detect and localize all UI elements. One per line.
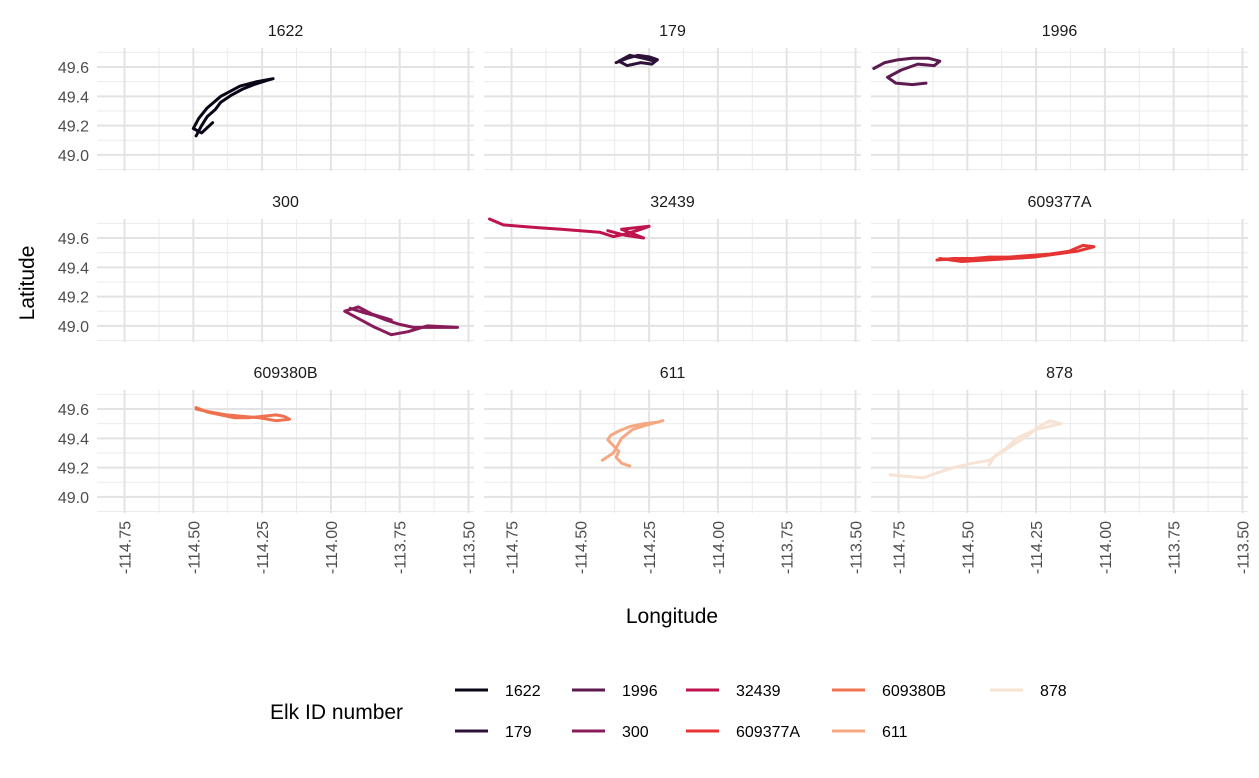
facet-panel-1622: 1622 [97,23,474,171]
x-tick-label: -114.75 [892,521,909,574]
x-tick-label: -114.75 [505,521,522,574]
x-tick-label: -114.00 [1098,521,1115,574]
track-300 [343,305,459,337]
legend-item-878: 878 [990,683,1067,700]
y-tick-label: 49.2 [58,119,89,136]
x-tick-label: -113.75 [780,521,797,574]
y-tick-label: 49.4 [58,260,89,277]
x-tick-label: -114.50 [960,521,977,574]
y-tick-label: 49.0 [58,319,89,336]
track-179 [614,53,659,68]
legend-label: 1622 [505,683,541,700]
facet-strip-label: 179 [659,23,686,40]
facet-strip-label: 1996 [1042,23,1078,40]
track-609377A [935,243,1096,263]
x-tick-label: -114.00 [324,521,341,574]
track-1622 [191,77,275,138]
y-tick-label: 49.2 [58,290,89,307]
track-611 [600,419,665,468]
legend-label: 1996 [622,683,658,700]
legend-item-179: 179 [455,724,532,741]
y-tick-label: 49.4 [58,89,89,106]
x-tick-label: -113.50 [1235,521,1252,574]
facet-panel-179: 179 [484,23,861,171]
y-tick-label: 49.0 [58,148,89,165]
y-tick-label: 49.6 [58,60,89,77]
x-tick-label: -113.75 [393,521,410,574]
facet-strip-label: 609380B [253,365,317,382]
facet-strip-label: 611 [660,365,686,382]
facet-panels: 1622 179 1996 300 32439 609377A 609380B 611 878 [97,23,1248,513]
facet-panel-878: 878 [871,365,1248,513]
facet-panel-300: 300 [97,194,474,342]
legend-label: 32439 [736,683,781,700]
legend: Elk ID number 1622 179 1996 300 32439 609377A… [270,683,1067,741]
x-tick-label: -113.75 [1167,521,1184,574]
facet-strip-label: 609377A [1027,194,1091,211]
x-tick-label: -113.50 [848,521,865,574]
legend-label: 609380B [882,683,946,700]
track-609380B [194,406,292,423]
y-tick-label: 49.0 [58,490,89,507]
legend-label: 611 [882,724,908,741]
legend-item-1622: 1622 [455,683,541,700]
facet-panel-609380B: 609380B [97,365,474,513]
facet-strip-label: 32439 [650,194,695,211]
y-tick-label: 49.2 [58,461,89,478]
track-878 [888,419,1063,480]
legend-label: 609377A [736,724,800,741]
x-tick-label: -114.50 [573,521,590,574]
legend-label: 878 [1040,683,1067,700]
facet-panel-32439: 32439 [484,194,861,342]
legend-item-1996: 1996 [572,683,658,700]
legend-label: 179 [505,724,532,741]
legend-title: Elk ID number [270,701,403,724]
facet-strip-label: 878 [1046,365,1073,382]
facet-panel-1996: 1996 [871,23,1248,171]
legend-item-609377A: 609377A [686,724,800,741]
track-1996 [872,56,942,87]
x-tick-label: -114.00 [711,521,728,574]
legend-item-300: 300 [572,724,649,741]
legend-item-32439: 32439 [686,683,781,700]
x-tick-label: -114.25 [1029,521,1046,574]
facet-strip-label: 300 [272,194,299,211]
x-tick-label: -113.50 [461,521,478,574]
x-tick-label: -114.50 [186,521,203,574]
y-tick-label: 49.6 [58,231,89,248]
facet-panel-611: 611 [484,365,861,513]
y-tick-label: 49.6 [58,402,89,419]
x-axis-title: Longitude [626,605,718,628]
axes: 49.0 49.2 49.4 49.6 49.0 49.2 49.4 49.6 49.0 49.2… [58,60,1253,574]
y-tick-label: 49.4 [58,431,89,448]
legend-label: 300 [622,724,649,741]
x-tick-label: -114.75 [118,521,135,574]
legend-item-611: 611 [832,724,908,741]
facet-panel-609377A: 609377A [871,194,1248,342]
x-tick-label: -114.25 [255,521,272,574]
track-32439 [488,217,651,240]
legend-item-609380B: 609380B [832,683,946,700]
x-tick-label: -114.25 [642,521,659,574]
facet-strip-label: 1622 [268,23,304,40]
y-axis-title: Latitude [16,246,39,321]
